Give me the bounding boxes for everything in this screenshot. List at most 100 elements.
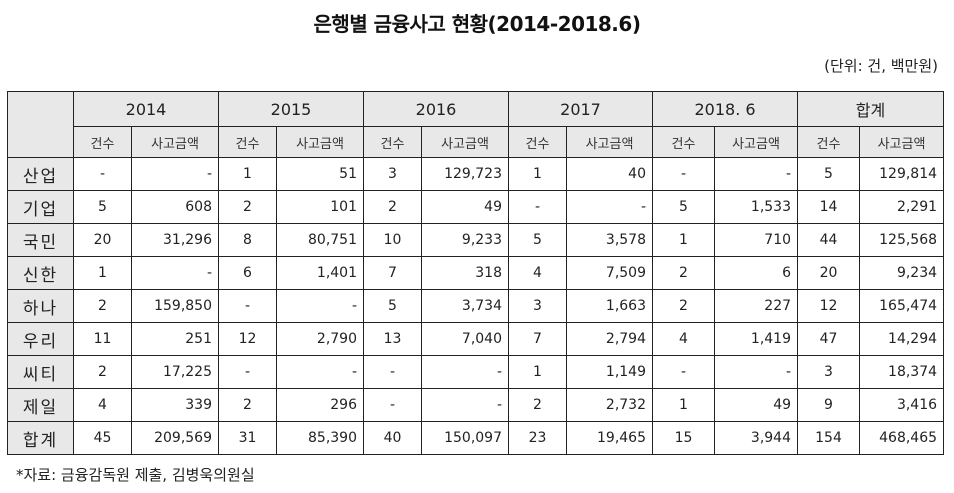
amount-header: 사고금액 <box>566 126 653 158</box>
bank-incident-table: 2014 2015 2016 2017 2018. 6 합계 건수 사고금액 건… <box>7 91 945 455</box>
count-cell: 4 <box>508 256 567 290</box>
count-header: 건수 <box>363 126 422 158</box>
amount-cell: 3,944 <box>713 421 799 455</box>
amount-cell: 296 <box>276 388 364 422</box>
count-header: 건수 <box>797 126 861 158</box>
count-cell: 154 <box>797 421 861 455</box>
count-header: 건수 <box>508 126 567 158</box>
amount-cell: 129,723 <box>421 157 509 191</box>
bank-name: 하나 <box>7 289 74 323</box>
count-cell: 1 <box>73 256 132 290</box>
count-cell: 7 <box>508 322 567 356</box>
count-cell: 5 <box>797 157 861 191</box>
count-cell: 12 <box>797 289 861 323</box>
year-header: 2015 <box>218 91 364 127</box>
count-cell: - <box>652 355 715 389</box>
year-header: 2018. 6 <box>651 91 799 127</box>
amount-cell: 3,578 <box>566 223 653 257</box>
table-row: 신한 1-6 1,401 7 318 4 7,509 2 6 20 9,234 <box>7 256 945 290</box>
count-cell: 20 <box>73 223 132 257</box>
amount-cell: 165,474 <box>859 289 945 323</box>
amount-cell: 125,568 <box>859 223 945 257</box>
amount-cell: 1,419 <box>713 322 799 356</box>
count-cell: 12 <box>218 322 277 356</box>
amount-cell: 19,465 <box>566 421 653 455</box>
bank-name: 제일 <box>7 388 74 422</box>
table-row: 산업 - -1 51 3 129,723 1 40- -5 129,814 <box>7 157 945 191</box>
unit-note: (단위: 건, 백만원) <box>824 57 938 75</box>
amount-cell: 1,149 <box>566 355 653 389</box>
amount-cell: 608 <box>131 190 219 224</box>
bank-name: 씨티 <box>7 355 74 389</box>
total-header: 합계 <box>797 91 945 127</box>
amount-cell: 2,794 <box>566 322 653 356</box>
table-row: 기업 5 608 2 101 2 49- -5 1,533 14 2,291 <box>7 190 945 224</box>
count-header: 건수 <box>73 126 132 158</box>
amount-cell: 129,814 <box>859 157 945 191</box>
count-cell: 6 <box>218 256 277 290</box>
count-cell: 4 <box>73 388 132 422</box>
amount-header: 사고금액 <box>131 126 219 158</box>
count-cell: 2 <box>218 190 277 224</box>
count-header: 건수 <box>218 126 277 158</box>
amount-cell: 9,233 <box>421 223 509 257</box>
count-cell: 2 <box>508 388 567 422</box>
amount-cell: 1,401 <box>276 256 364 290</box>
count-cell: - <box>363 355 422 389</box>
count-cell: 10 <box>363 223 422 257</box>
amount-cell: 7,509 <box>566 256 653 290</box>
amount-cell: 2,732 <box>566 388 653 422</box>
amount-cell: - <box>131 157 219 191</box>
amount-cell: 710 <box>713 223 799 257</box>
amount-cell: 40 <box>566 157 653 191</box>
count-cell: 2 <box>218 388 277 422</box>
count-cell: 2 <box>363 190 422 224</box>
amount-cell: 159,850 <box>131 289 219 323</box>
count-cell: 47 <box>797 322 861 356</box>
count-cell: - <box>363 388 422 422</box>
subheader-row: 건수 사고금액 건수 사고금액 건수 사고금액 건수 사고금액 건수 사고금액 … <box>8 126 945 158</box>
count-cell: 2 <box>73 289 132 323</box>
count-cell: 1 <box>508 355 567 389</box>
count-cell: 40 <box>363 421 422 455</box>
corner-cell <box>7 91 74 158</box>
amount-cell: 150,097 <box>421 421 509 455</box>
bank-name: 기업 <box>7 190 74 224</box>
amount-header: 사고금액 <box>276 126 364 158</box>
year-header-row: 2014 2015 2016 2017 2018. 6 합계 <box>7 91 945 158</box>
amount-cell: 209,569 <box>131 421 219 455</box>
count-cell: - <box>508 190 567 224</box>
table-row: 합계 45 209,569 31 85,390 40 150,097 23 19,465 15 3,… <box>7 421 945 455</box>
count-cell: 2 <box>652 289 715 323</box>
count-cell: - <box>73 157 132 191</box>
amount-cell: - <box>713 157 799 191</box>
count-cell: 15 <box>652 421 715 455</box>
amount-cell: 6 <box>713 256 799 290</box>
count-cell: 3 <box>363 157 422 191</box>
table-row: 우리 11 251 12 2,790 13 7,040 7 2,794 4 1,419 47 14,29… <box>7 322 945 356</box>
table-row: 하나 2 159,850- -5 3,734 3 1,663 2 227 12 165,474 <box>7 289 945 323</box>
count-cell: 2 <box>73 355 132 389</box>
amount-cell: 18,374 <box>859 355 945 389</box>
amount-cell: 339 <box>131 388 219 422</box>
amount-cell: 1,663 <box>566 289 653 323</box>
bank-name: 합계 <box>7 421 74 455</box>
count-cell: 11 <box>73 322 132 356</box>
amount-cell: 31,296 <box>131 223 219 257</box>
page-title: 은행별 금융사고 현황(2014-2018.6) <box>313 12 641 36</box>
amount-cell: 49 <box>421 190 509 224</box>
count-cell: - <box>218 289 277 323</box>
count-cell: 9 <box>797 388 861 422</box>
year-header: 2016 <box>363 91 509 127</box>
count-cell: 44 <box>797 223 861 257</box>
amount-cell: 85,390 <box>276 421 364 455</box>
amount-cell: 9,234 <box>859 256 945 290</box>
amount-cell: 7,040 <box>421 322 509 356</box>
amount-cell: 49 <box>713 388 799 422</box>
count-cell: 5 <box>363 289 422 323</box>
table-row: 제일 4 339 2 296- -2 2,732 1 49 9 3,416 <box>7 388 945 422</box>
count-cell: 14 <box>797 190 861 224</box>
count-header: 건수 <box>652 126 715 158</box>
amount-header: 사고금액 <box>859 126 945 158</box>
amount-cell: 251 <box>131 322 219 356</box>
